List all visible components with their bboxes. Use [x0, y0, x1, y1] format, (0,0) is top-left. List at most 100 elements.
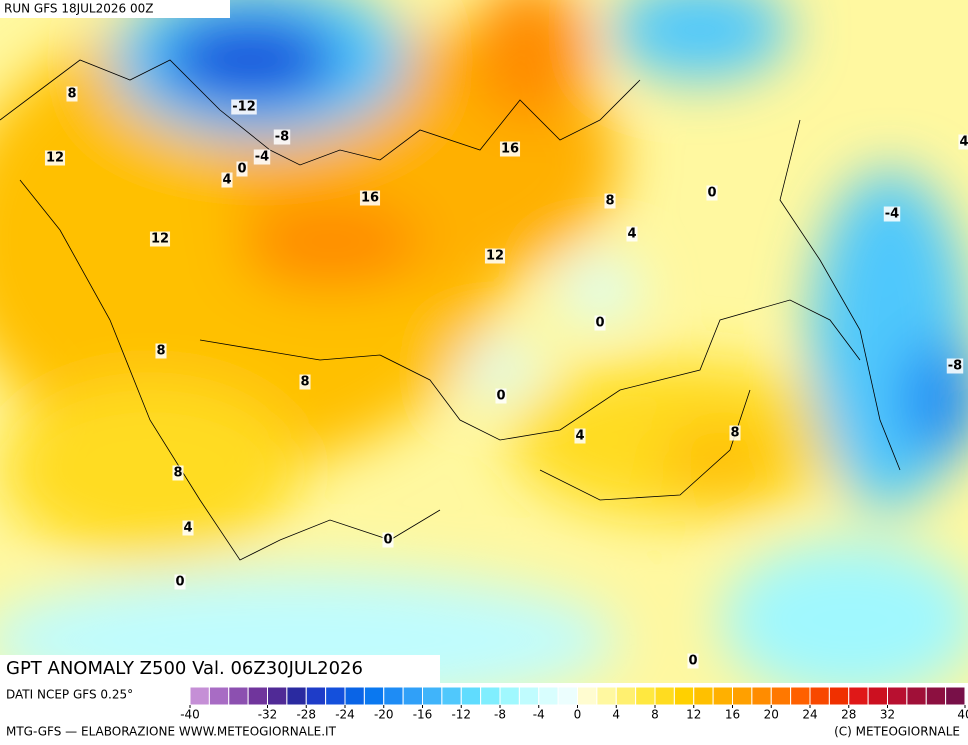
contour-label-bg	[221, 172, 233, 188]
colorbar-tick-label: -16	[413, 708, 433, 722]
contour-label-bg	[299, 374, 311, 390]
colorbar-box	[441, 686, 462, 706]
colorbar-box	[615, 686, 637, 706]
contour-label: 4	[959, 135, 968, 150]
colorbar-tick-label: -28	[296, 708, 316, 722]
contour-label-bg	[236, 161, 248, 177]
contour-label: 0	[383, 533, 392, 548]
contour-label: 8	[67, 87, 76, 102]
contour-label-bg	[359, 190, 381, 206]
colorbar: -40 -32 -28 -24 -20 -16 -12 -8 -4 0 4 8 12 16 20 24 28 32…	[180, 686, 968, 722]
colorbar-box	[732, 686, 753, 706]
colorbar-box	[383, 686, 404, 706]
colorbar-tick-label: 28	[841, 708, 856, 722]
contour-label-bg	[687, 653, 699, 669]
colorbar-box	[751, 686, 772, 706]
colorbar-box	[208, 686, 230, 706]
contour-label: 12	[46, 151, 64, 166]
contour-label-bg	[729, 425, 741, 441]
colorbar-box	[887, 686, 908, 706]
colorbar-tick-label: -12	[451, 708, 471, 722]
colorbar-box	[557, 686, 578, 706]
colorbar-tick-label: -20	[374, 708, 394, 722]
contour-label-bg	[883, 206, 901, 222]
colorbar-box	[267, 686, 288, 706]
colorbar-tick-label: -24	[335, 708, 355, 722]
colorbar-box	[577, 686, 598, 706]
colorbar-box	[228, 686, 249, 706]
contour-label: 12	[151, 232, 169, 247]
contour-label: 4	[575, 429, 584, 444]
colorbar-tick-label: 8	[651, 708, 659, 722]
colorbar-box	[828, 686, 850, 706]
contour-label-bg	[594, 315, 606, 331]
contour-label: 0	[688, 654, 697, 669]
colorbar-box	[770, 686, 792, 706]
colorbar-box	[286, 686, 307, 706]
colorbar-tick-label: 40	[957, 708, 968, 722]
footer-left: MTG-GFS — ELABORAZIONE WWW.METEOGIORNALE…	[6, 725, 337, 739]
contour-label: 8	[730, 426, 739, 441]
contour-label: -8	[948, 359, 962, 374]
colorbar-box	[809, 686, 830, 706]
contour-label: 8	[173, 466, 182, 481]
map-title: GPT ANOMALY Z500 Val. 06Z30JUL2026	[6, 658, 363, 679]
contour-label: 12	[486, 249, 504, 264]
contour-label: 0	[175, 575, 184, 590]
colorbar-box	[325, 686, 346, 706]
contour-label: 16	[501, 142, 519, 157]
run-label: RUN GFS 18JUL2026 00Z	[4, 2, 153, 16]
colorbar-box	[790, 686, 811, 706]
contour-label: 0	[595, 316, 604, 331]
colorbar-tick-label: -32	[258, 708, 278, 722]
contour-label: 8	[300, 375, 309, 390]
contour-label-bg	[182, 520, 194, 536]
colorbar-box	[305, 686, 327, 706]
footer-right: (C) METEOGIORNALE	[834, 725, 960, 739]
run-box	[0, 0, 230, 18]
contour-label: 0	[707, 186, 716, 201]
contour-label-bg	[495, 388, 507, 404]
colorbar-box	[460, 686, 482, 706]
colorbar-box	[422, 686, 443, 706]
contour-label: 16	[361, 191, 379, 206]
contour-label-bg	[706, 185, 718, 201]
contour-label-bg	[604, 193, 616, 209]
colorbar-tick-label: 20	[764, 708, 779, 722]
colorbar-box	[363, 686, 385, 706]
colorbar-box	[867, 686, 888, 706]
colorbar-box	[654, 686, 675, 706]
colorbar-tick-label: -40	[180, 708, 200, 722]
colorbar-tick-label: 24	[802, 708, 817, 722]
contour-label-bg	[574, 428, 586, 444]
contour-label: 4	[627, 227, 636, 242]
colorbar-tick-label: -8	[494, 708, 506, 722]
contour-label: -8	[275, 130, 289, 145]
contour-label: 8	[156, 344, 165, 359]
contour-label: 0	[237, 162, 246, 177]
colorbar-tick-label: 4	[612, 708, 620, 722]
contour-label-bg	[44, 150, 66, 166]
colorbar-box	[480, 686, 501, 706]
title-box	[0, 655, 440, 683]
colorbar-box	[673, 686, 695, 706]
contour-label-bg	[382, 532, 394, 548]
colorbar-box	[189, 686, 210, 706]
contour-label: -4	[885, 207, 899, 222]
contour-label-bg	[174, 574, 186, 590]
colorbar-tick-label: 32	[880, 708, 895, 722]
colorbar-tick-label: 12	[686, 708, 701, 722]
contour-label-bg	[66, 86, 78, 102]
contour-label-bg	[484, 248, 506, 264]
colorbar-box	[344, 686, 365, 706]
contour-label: 4	[222, 173, 231, 188]
colorbar-box	[247, 686, 268, 706]
contour-label-bg	[499, 141, 521, 157]
contour-label: 8	[605, 194, 614, 209]
colorbar-tick-label: -4	[533, 708, 545, 722]
contour-label: -4	[255, 150, 269, 165]
contour-label-bg	[946, 358, 964, 374]
contour-label-bg	[172, 465, 184, 481]
colorbar-box	[402, 686, 423, 706]
